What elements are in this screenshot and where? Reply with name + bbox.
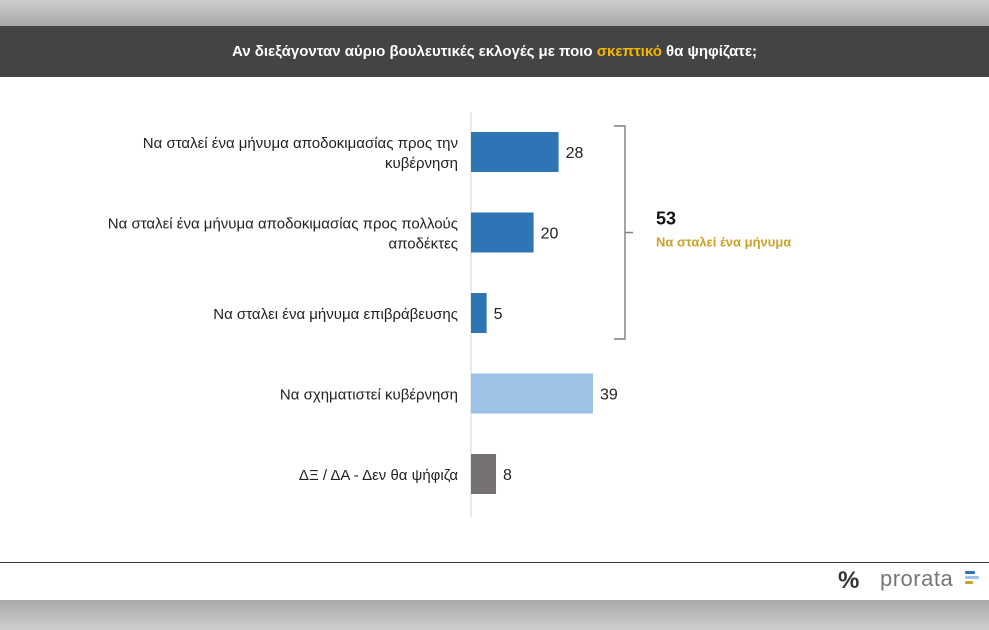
category-label: Να σχηματιστεί κυβέρνηση	[280, 387, 458, 404]
top-shadow	[0, 0, 989, 26]
slide: Αν διεξάγονταν αύριο βουλευτικές εκλογές…	[0, 26, 989, 600]
logo-text: prorata	[880, 566, 954, 591]
bar	[471, 373, 593, 414]
bracket-total-value: 53	[656, 209, 676, 229]
category-label: ΔΞ / ΔΑ - Δεν θα ψήφιζα	[299, 467, 458, 484]
chart-title-part-2: θα ψηφίζατε;	[661, 43, 757, 60]
bracket-total-label: Να σταλεί ένα μήνυμα	[656, 235, 791, 250]
bar	[471, 132, 559, 172]
chart-title-highlight: σκεπτικό	[596, 43, 662, 60]
data-label: 20	[541, 226, 559, 243]
bar	[471, 293, 487, 333]
category-label: αποδέκτες	[388, 236, 458, 253]
bar	[471, 212, 534, 253]
bar	[471, 454, 497, 494]
data-label: 39	[600, 387, 618, 404]
data-label: 28	[566, 145, 584, 162]
chart-title-part-1: Αν διεξάγονταν αύριο βουλευτικές εκλογές…	[232, 43, 597, 60]
category-label: Να σταλεί ένα μήνυμα αποδοκιμασίας προς …	[143, 135, 458, 152]
chart-title: Αν διεξάγονταν αύριο βουλευτικές εκλογές…	[232, 43, 757, 60]
group-bracket	[614, 125, 633, 340]
category-label: Να σταλει ένα μήνυμα επιβράβευσης	[213, 306, 458, 323]
logo-percent-icon: %	[838, 567, 860, 594]
footer-divider	[0, 562, 989, 563]
bar-chart: 28 Να σταλεί ένα μήνυμα αποδοκιμασίας προ…	[108, 112, 791, 517]
bottom-shadow	[0, 600, 989, 630]
data-label: 8	[503, 467, 512, 484]
category-label: κυβέρνηση	[385, 155, 458, 172]
chart-title-bar: Αν διεξάγονταν αύριο βουλευτικές εκλογές…	[0, 26, 989, 77]
logo-bars-icon	[965, 571, 983, 589]
data-label: 5	[494, 306, 503, 323]
category-label: Να σταλεί ένα μήνυμα αποδοκιμασίας προς …	[108, 216, 458, 233]
